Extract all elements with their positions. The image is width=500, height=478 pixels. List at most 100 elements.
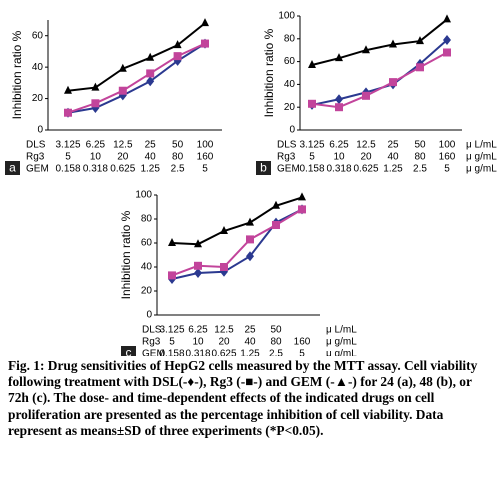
x-tick-label: 25 (145, 140, 157, 151)
unit-label: μ g/mL (326, 349, 357, 356)
x-tick-label: 6.25 (86, 140, 106, 151)
x-tick-label: 50 (172, 140, 184, 151)
x-tick-label: 12.5 (214, 325, 234, 336)
y-tick-label: 20 (284, 102, 296, 113)
unit-label: μ L/mL (326, 325, 357, 336)
x-tick-label: 160 (197, 152, 214, 163)
y-tick-label: 60 (284, 56, 296, 67)
y-tick-label: 40 (284, 79, 296, 90)
marker (146, 69, 155, 78)
row-name: Rg3 (142, 337, 161, 348)
y-axis-label: Inhibition ratio % (262, 28, 276, 117)
row-name: Rg3 (26, 152, 45, 163)
unit-label: μ L/mL (466, 140, 497, 151)
x-tick-label: 50 (270, 325, 282, 336)
row-name: GEM (142, 349, 165, 356)
marker (118, 63, 127, 72)
marker (335, 53, 343, 62)
x-tick-label: 2.5 (269, 349, 283, 356)
x-tick-label: 25 (387, 140, 399, 151)
x-tick-label: 20 (218, 337, 230, 348)
panel-letter: c (126, 346, 132, 356)
x-tick-label: 12.5 (113, 140, 133, 151)
row-name: Rg3 (277, 152, 296, 163)
marker (443, 48, 451, 57)
x-tick-label: 5 (202, 164, 208, 175)
marker (335, 103, 343, 112)
x-tick-label: 50 (414, 140, 426, 151)
y-axis-label: Inhibition ratio % (10, 30, 24, 119)
x-tick-label: 3.125 (299, 140, 324, 151)
row-name: GEM (26, 164, 49, 175)
x-tick-label: 2.5 (413, 164, 427, 175)
x-tick-label: 3.125 (159, 325, 184, 336)
x-tick-label: 6.25 (188, 325, 208, 336)
x-tick-label: 20 (117, 152, 129, 163)
marker (118, 86, 127, 95)
x-tick-label: 40 (145, 152, 157, 163)
panel-letter: b (260, 161, 267, 175)
row-name: DLS (277, 140, 297, 151)
series-line (67, 42, 206, 114)
marker (91, 99, 100, 108)
y-tick-label: 0 (37, 125, 43, 136)
x-tick-label: 1.25 (240, 349, 260, 356)
x-tick-label: 0.625 (110, 164, 135, 175)
x-tick-label: 0.158 (159, 349, 184, 356)
marker (308, 60, 316, 69)
x-tick-label: 80 (270, 337, 282, 348)
y-tick-label: 40 (141, 262, 153, 273)
marker (146, 76, 155, 87)
x-tick-label: 1.25 (383, 164, 403, 175)
series-line (311, 39, 448, 106)
marker (246, 235, 254, 244)
marker (308, 99, 316, 108)
x-tick-label: 5 (299, 349, 305, 356)
series-line (171, 208, 303, 277)
marker (173, 52, 182, 61)
y-tick-label: 100 (278, 11, 295, 22)
series-line (67, 22, 206, 92)
series-line (67, 42, 206, 114)
y-tick-label: 0 (146, 310, 152, 321)
x-tick-label: 0.318 (326, 164, 351, 175)
marker (443, 14, 451, 23)
x-tick-label: 0.625 (211, 349, 236, 356)
series-line (311, 51, 448, 109)
x-tick-label: 10 (333, 152, 345, 163)
y-tick-label: 80 (284, 33, 296, 44)
marker (194, 268, 202, 278)
x-tick-label: 25 (244, 325, 256, 336)
marker (64, 108, 72, 117)
y-tick-label: 100 (135, 190, 152, 201)
x-tick-label: 80 (172, 152, 184, 163)
y-axis-label: Inhibition ratio % (119, 210, 133, 299)
unit-label: μ g/mL (466, 164, 497, 175)
x-tick-label: 0.318 (83, 164, 108, 175)
panel-box (256, 161, 271, 175)
x-tick-label: 5 (444, 164, 450, 175)
x-tick-label: 1.25 (140, 164, 160, 175)
x-tick-label: 40 (244, 337, 256, 348)
marker (298, 192, 306, 201)
marker (416, 36, 424, 45)
x-tick-label: 100 (197, 140, 214, 151)
marker (201, 18, 209, 27)
marker (220, 226, 228, 234)
unit-label: μ g/mL (466, 152, 497, 163)
marker (194, 239, 202, 248)
marker (168, 271, 176, 280)
marker (201, 39, 209, 48)
marker (416, 63, 424, 72)
x-tick-label: 20 (360, 152, 372, 163)
series-line (171, 208, 303, 280)
marker (272, 200, 280, 209)
x-tick-label: 160 (294, 337, 311, 348)
x-tick-label: 3.125 (55, 140, 80, 151)
marker (246, 217, 254, 226)
x-tick-label: 5 (309, 152, 315, 163)
series-line (311, 18, 448, 66)
caption: Fig. 1: Drug sensitivities of HepG2 cell… (8, 358, 478, 438)
